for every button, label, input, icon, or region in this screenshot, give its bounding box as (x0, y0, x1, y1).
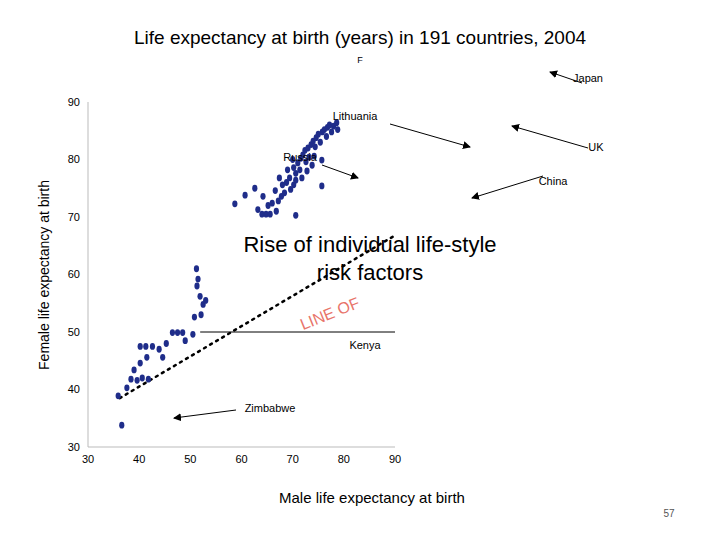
svg-text:30: 30 (82, 453, 94, 465)
svg-text:30: 30 (68, 441, 80, 453)
svg-text:40: 40 (133, 453, 145, 465)
html-text:F: F (357, 55, 363, 65)
svg-text:60: 60 (68, 268, 80, 280)
html-text:57: 57 (663, 507, 675, 519)
html-text:risk factors: risk factors (316, 259, 424, 284)
html-text:Rise of individual life-style: Rise of individual life-style (243, 231, 497, 257)
html-text:LINE OF: LINE OF (297, 294, 362, 334)
html-text:Male life expectancy at birth: Male life expectancy at birth (279, 488, 465, 506)
html-text:Life expectancy at birth (year: Life expectancy at birth (years) in 191 … (134, 27, 586, 48)
html-text:Russia: Russia (283, 151, 317, 163)
svg-text:90: 90 (68, 96, 80, 108)
svg-text:80: 80 (68, 153, 80, 165)
svg-text:70: 70 (68, 211, 80, 223)
html-text:UK: UK (588, 141, 604, 153)
html-text:Lithuania: Lithuania (332, 110, 378, 122)
svg-text:50: 50 (68, 326, 80, 338)
html-text:Japan: Japan (573, 72, 603, 84)
svg-text:90: 90 (389, 453, 401, 465)
html-text:Zimbabwe: Zimbabwe (244, 402, 296, 414)
html-text:Kenya: Kenya (349, 339, 381, 351)
svg-text:40: 40 (68, 383, 80, 395)
html-text:Female life expectancy at birt: Female life expectancy at birth (36, 180, 52, 370)
svg-text:70: 70 (287, 453, 299, 465)
html-text:China: China (538, 175, 568, 187)
svg-text:80: 80 (338, 453, 350, 465)
svg-text:50: 50 (184, 453, 196, 465)
svg-text:60: 60 (235, 453, 247, 465)
